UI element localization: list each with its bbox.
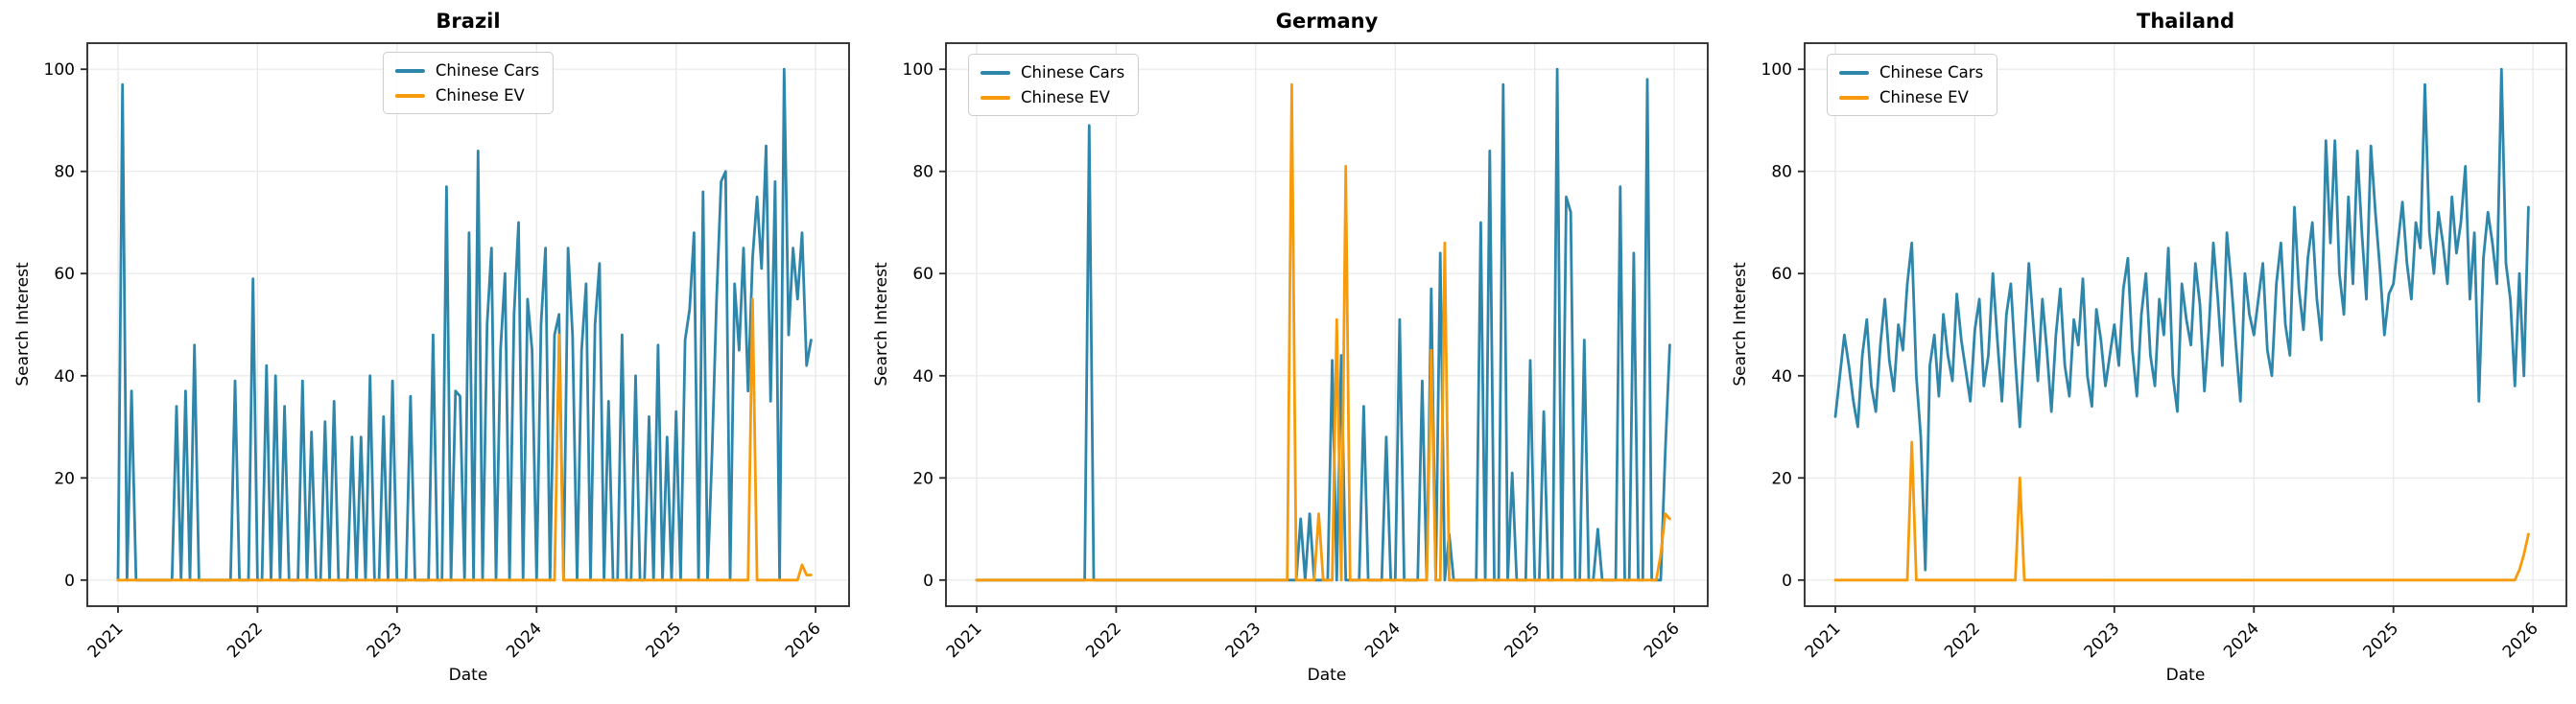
legend: Chinese Cars Chinese EV [968,54,1140,116]
y-axis-label: Search Interest [872,262,891,387]
legend-line-swatch-cars [1839,70,1869,75]
series-line-chinese-cars [1833,67,2530,572]
legend-item-chinese-ev: Chinese EV [394,86,539,105]
y-tick-label: 100 [44,60,75,80]
x-axis-label: Date [1307,666,1347,685]
y-tick-label: 60 [912,265,934,284]
x-tick-label: 2024 [1361,619,1405,662]
x-tick-label: 2026 [1641,619,1684,662]
legend-line-swatch-cars [394,68,425,73]
subplot-thailand: 0 20 40 60 80 100 2021 2022 2023 2024 2025 2026 Tha… [1717,0,2576,704]
x-tick-label: 2025 [643,619,686,662]
legend: Chinese Cars Chinese EV [382,52,555,114]
legend-label: Chinese Cars [1021,63,1125,82]
legend-label: Chinese EV [1021,88,1110,106]
x-tick-label: 2025 [2360,619,2403,662]
legend-label: Chinese Cars [435,61,540,80]
legend-item-chinese-ev: Chinese EV [981,88,1124,106]
y-tick-label: 0 [1782,572,1792,591]
legend-item-chinese-ev: Chinese EV [1839,88,1983,106]
legend-item-chinese-cars: Chinese Cars [1839,63,1983,82]
chart-title-germany: Germany [1275,10,1379,33]
plot-canvas-brazil: 0 20 40 60 80 100 2021 2022 2023 2024 2025 2026 [44,42,850,662]
y-tick-label: 80 [54,163,75,182]
series-line-chinese-ev [1833,440,2530,582]
y-tick-label: 20 [54,469,75,488]
x-tick-label: 2023 [1222,619,1265,662]
x-tick-label: 2021 [1802,619,1845,662]
x-tick-label: 2026 [2499,619,2542,662]
y-tick-label: 40 [912,367,934,387]
x-tick-label: 2026 [782,619,825,662]
axes-spines [86,42,850,607]
series-line-chinese-cars [975,67,1671,582]
legend-line-swatch-ev [981,95,1010,100]
y-tick-label: 60 [1771,265,1792,284]
series-line-chinese-ev [975,82,1671,582]
y-tick-label: 20 [1771,469,1792,488]
legend-item-chinese-cars: Chinese Cars [394,61,540,80]
legend-line-swatch-cars [981,70,1010,75]
x-tick-label: 2022 [1082,619,1125,662]
chart-title-brazil: Brazil [436,10,501,33]
legend-item-chinese-cars: Chinese Cars [981,63,1124,82]
legend-label: Chinese EV [435,86,525,105]
legend-label: Chinese EV [1879,88,1969,106]
legend-label: Chinese Cars [1879,63,1984,82]
x-axis-label: Date [2165,666,2206,685]
subplot-brazil: 0 20 40 60 80 100 2021 2022 2023 2024 2025 2026 Bra… [0,0,859,704]
series-line-chinese-cars [116,67,813,582]
legend: Chinese Cars Chinese EV [1827,54,1998,116]
y-axis-label: Search Interest [13,262,33,387]
legend-line-swatch-ev [1839,95,1869,100]
axes-spines [1804,42,2567,607]
y-tick-label: 80 [1771,163,1792,182]
legend-line-swatch-ev [394,93,425,98]
y-tick-label: 100 [903,60,934,80]
series-line-chinese-ev [116,297,813,582]
axes-spines [945,42,1709,607]
y-axis-label: Search Interest [1731,262,1750,387]
y-tick-label: 100 [1761,60,1792,80]
y-tick-label: 20 [912,469,934,488]
plot-canvas-germany: 0 20 40 60 80 100 2021 2022 2023 2024 2025 2026 [903,42,1709,662]
chart-title-thailand: Thailand [2137,10,2234,33]
y-tick-label: 0 [923,572,934,591]
x-tick-label: 2021 [943,619,986,662]
x-tick-label: 2022 [1941,619,1984,662]
x-tick-label: 2022 [224,619,267,662]
y-tick-label: 40 [54,367,75,387]
x-tick-label: 2023 [364,619,407,662]
y-tick-label: 80 [912,163,934,182]
x-tick-label: 2025 [1501,619,1545,662]
x-tick-label: 2021 [84,619,128,662]
y-tick-label: 60 [54,265,75,284]
x-tick-label: 2024 [503,619,546,662]
y-tick-label: 40 [1771,367,1792,387]
subplot-germany: 0 20 40 60 80 100 2021 2022 2023 2024 2025 2026 Ger… [859,0,1717,704]
y-tick-label: 0 [64,572,75,591]
x-tick-label: 2024 [2220,619,2263,662]
x-axis-label: Date [448,666,488,685]
x-tick-label: 2023 [2081,619,2124,662]
